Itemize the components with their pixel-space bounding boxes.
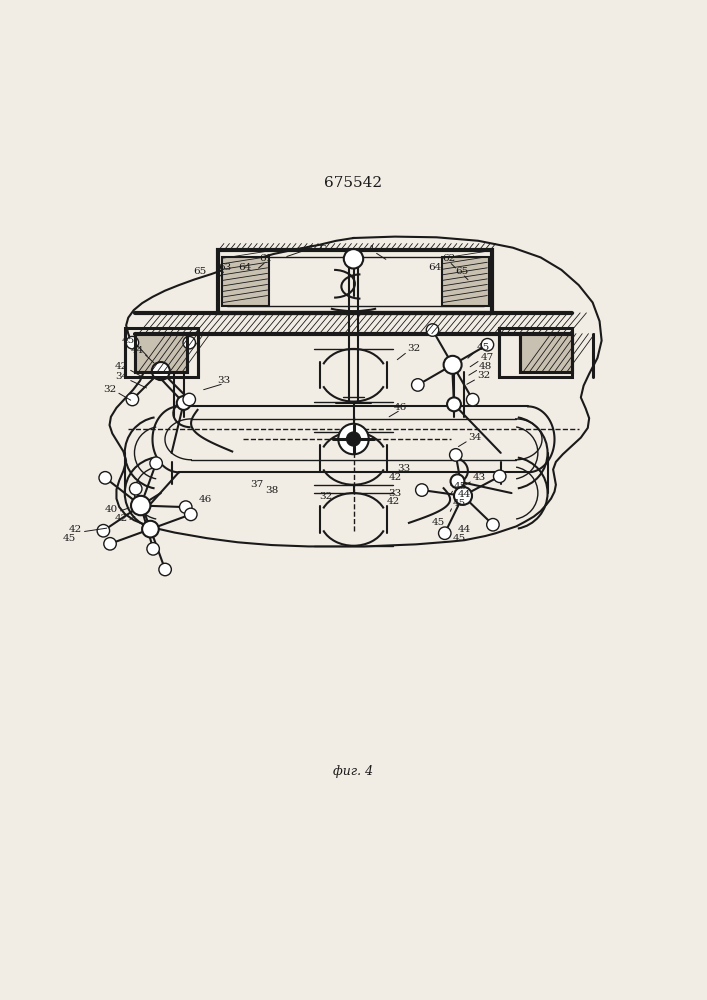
Text: 33: 33	[397, 464, 410, 473]
Text: Б-Б: Б-Б	[308, 245, 327, 254]
Text: 46: 46	[394, 403, 407, 412]
Text: 675542: 675542	[325, 176, 382, 190]
Circle shape	[152, 362, 170, 380]
Bar	[442, 257, 489, 306]
Text: 43: 43	[473, 473, 486, 482]
Text: 64: 64	[428, 263, 441, 272]
Text: 64: 64	[238, 263, 251, 272]
Text: 45: 45	[452, 534, 466, 543]
Bar	[499, 328, 572, 377]
Circle shape	[443, 356, 462, 374]
Text: 38: 38	[265, 486, 279, 495]
Text: 1: 1	[369, 245, 375, 254]
Text: 32: 32	[407, 344, 421, 353]
Circle shape	[99, 472, 112, 484]
Text: 40: 40	[105, 505, 118, 514]
Bar	[135, 334, 187, 372]
Text: 32: 32	[477, 371, 490, 380]
Circle shape	[180, 501, 192, 513]
Text: 33: 33	[217, 376, 230, 385]
Circle shape	[126, 393, 139, 406]
Text: 61: 61	[259, 254, 273, 263]
Bar	[218, 250, 492, 313]
Text: 42: 42	[388, 473, 402, 482]
Text: фиг. 4: фиг. 4	[334, 765, 373, 778]
Text: 45: 45	[452, 499, 466, 508]
Text: 37: 37	[250, 480, 263, 489]
Circle shape	[344, 249, 363, 269]
Text: 32: 32	[319, 492, 332, 501]
Text: 42: 42	[69, 525, 82, 534]
Bar	[222, 257, 269, 306]
Text: 45: 45	[122, 336, 135, 345]
Circle shape	[185, 508, 197, 521]
Circle shape	[486, 518, 499, 531]
Text: 45: 45	[454, 482, 467, 491]
Text: 45: 45	[477, 343, 490, 352]
Text: 47: 47	[480, 353, 493, 362]
Text: 44: 44	[130, 346, 144, 355]
Bar	[124, 328, 197, 377]
Circle shape	[183, 336, 195, 349]
Text: 42: 42	[387, 497, 400, 506]
Circle shape	[177, 396, 191, 410]
Text: 44: 44	[457, 525, 471, 534]
Text: 33: 33	[388, 489, 402, 498]
Text: 62: 62	[443, 254, 456, 263]
Circle shape	[131, 496, 151, 515]
Text: 63: 63	[218, 263, 232, 272]
Text: 65: 65	[456, 267, 469, 276]
Circle shape	[147, 543, 159, 555]
Text: 34: 34	[115, 372, 128, 381]
Circle shape	[450, 474, 464, 488]
Circle shape	[411, 379, 424, 391]
Text: 42: 42	[115, 514, 127, 523]
Text: 32: 32	[103, 385, 117, 394]
Circle shape	[142, 521, 159, 537]
Circle shape	[126, 336, 139, 349]
Circle shape	[150, 457, 163, 469]
Text: 46: 46	[199, 495, 212, 504]
Text: 65: 65	[193, 267, 206, 276]
Text: 45: 45	[63, 534, 76, 543]
Text: 48: 48	[479, 362, 492, 371]
Text: 34: 34	[469, 433, 481, 442]
Circle shape	[438, 527, 451, 539]
Circle shape	[493, 470, 506, 483]
Circle shape	[159, 563, 171, 576]
Circle shape	[481, 339, 493, 351]
Circle shape	[454, 487, 472, 505]
Circle shape	[338, 424, 369, 454]
Circle shape	[416, 484, 428, 496]
Text: 42: 42	[115, 362, 128, 371]
Text: 44: 44	[457, 490, 471, 499]
Circle shape	[426, 324, 439, 336]
Circle shape	[183, 393, 195, 406]
Bar	[520, 334, 572, 372]
Circle shape	[447, 397, 461, 411]
Circle shape	[104, 538, 116, 550]
Bar	[135, 334, 187, 372]
Bar	[227, 257, 484, 306]
Circle shape	[346, 432, 361, 446]
Circle shape	[129, 482, 142, 495]
Bar	[520, 334, 572, 372]
Circle shape	[97, 524, 110, 537]
Circle shape	[467, 393, 479, 406]
Text: 45: 45	[431, 518, 445, 527]
Circle shape	[450, 449, 462, 461]
